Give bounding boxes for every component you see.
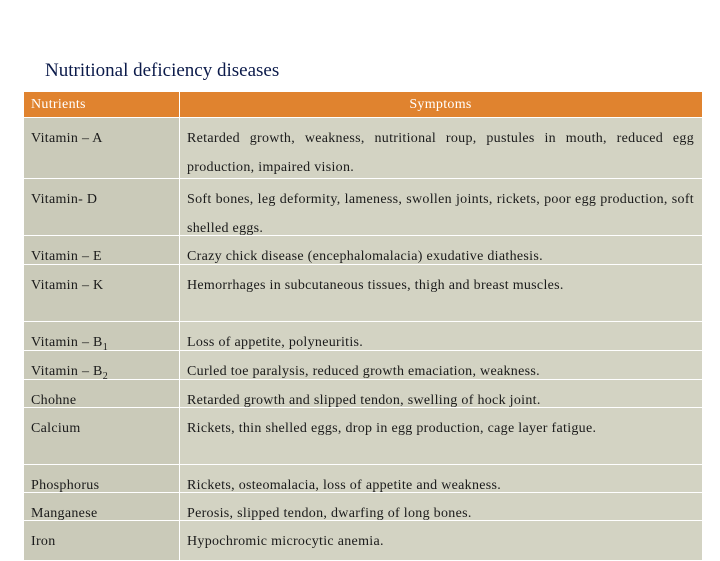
nutrient-cell: Vitamin – B1 xyxy=(24,322,180,351)
nutrient-cell: Phosphorus xyxy=(24,465,180,493)
header-cell: Nutrients xyxy=(24,92,180,118)
symptom-cell: Crazy chick disease (encephalomalacia) e… xyxy=(180,236,703,265)
header-cell: Symptoms xyxy=(180,92,703,118)
symptom-cell: Soft bones, leg deformity, lameness, swo… xyxy=(180,179,703,236)
symptom-cell: Hypochromic microcytic anemia. xyxy=(180,521,703,561)
symptom-cell: Hemorrhages in subcutaneous tissues, thi… xyxy=(180,265,703,322)
symptom-cell: Perosis, slipped tendon, dwarfing of lon… xyxy=(180,493,703,521)
symptom-cell: Rickets, thin shelled eggs, drop in egg … xyxy=(180,408,703,465)
page: Nutritional deficiency diseases Nutrient… xyxy=(24,60,703,561)
symptom-cell: Retarded growth, weakness, nutritional r… xyxy=(180,118,703,179)
nutrient-cell: Vitamin- D xyxy=(24,179,180,236)
nutrient-name: Vitamin – B xyxy=(31,335,103,350)
nutrient-name: Vitamin – B xyxy=(31,364,103,379)
nutrient-cell: Vitamin – K xyxy=(24,265,180,322)
subscript: 1 xyxy=(102,341,108,351)
nutrient-cell: Iron xyxy=(24,521,180,561)
nutrient-cell: Vitamin – B2 xyxy=(24,351,180,380)
nutrient-cell: Manganese xyxy=(24,493,180,521)
nutrient-cell: Vitamin – E xyxy=(24,236,180,265)
symptom-cell: Loss of appetite, polyneuritis. xyxy=(180,322,703,351)
subscript: 2 xyxy=(102,370,108,380)
nutrient-cell: Chohne xyxy=(24,380,180,408)
nutrient-cell: Calcium xyxy=(24,408,180,465)
symptom-cell: Rickets, osteomalacia, loss of appetite … xyxy=(180,465,703,493)
title: Nutritional deficiency diseases xyxy=(45,60,280,81)
nutrient-cell: Vitamin – A xyxy=(24,118,180,179)
symptom-cell: Retarded growth and slipped tendon, swel… xyxy=(180,380,703,408)
symptom-cell: Curled toe paralysis, reduced growth ema… xyxy=(180,351,703,380)
